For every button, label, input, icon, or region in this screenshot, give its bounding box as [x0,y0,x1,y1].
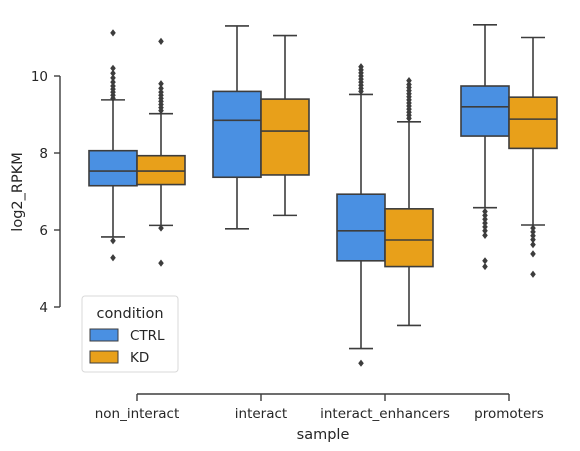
legend-title: condition [96,306,163,322]
y-axis-label: log2_RPKM [10,152,26,231]
outlier-point [158,80,164,88]
box-iqr [88,149,138,187]
box-ctrl-promoters [460,23,510,271]
x-tick-label: interact_enhancers [320,406,450,422]
x-tick-label: interact [235,406,287,422]
outlier-point [530,236,536,244]
legend-label-kd: KD [130,350,149,366]
outlier-point [482,207,488,216]
outlier-point [110,29,116,37]
outlier-point [110,254,116,262]
y-tick-label: 10 [31,69,48,85]
outlier-point [110,74,116,82]
y-tick-label: 4 [39,300,48,316]
legend-label-ctrl: CTRL [130,328,165,344]
outlier-point [358,63,364,71]
outlier-point [358,359,364,367]
box-iqr [384,208,434,268]
outlier-point [406,80,412,89]
legend-swatch-ctrl [89,328,119,342]
x-tick-label: promoters [474,406,544,422]
outlier-point [530,224,536,232]
outlier-point [482,211,488,219]
y-tick-label: 8 [39,146,48,162]
outlier-point [530,228,536,236]
box-iqr [212,90,262,179]
box-kd-interact [260,34,310,217]
x-axis-label: sample [297,427,350,443]
outlier-point [482,219,488,227]
outlier-point [482,257,488,265]
box-iqr [260,98,310,176]
box-iqr [336,193,386,262]
outlier-point [530,232,536,240]
outlier-point [482,231,488,239]
outlier-point [406,77,412,85]
outlier-point [482,215,488,223]
outlier-point [158,37,164,45]
box-ctrl-interact [212,25,262,230]
outlier-point [482,227,488,235]
outlier-point [110,64,116,72]
x-axis: non_interact interact interact_enhancers pr… [95,393,544,422]
outlier-point [110,237,116,245]
box-ctrl-interact_enhancers [336,63,386,367]
box-plot-area [88,23,558,367]
outlier-point [158,259,164,267]
outlier-point [110,78,116,86]
legend: condition CTRL KD [81,295,179,373]
outlier-point [158,224,164,232]
box-kd-non_interact [136,37,186,267]
outlier-point [158,88,164,96]
outlier-point [530,241,536,249]
box-iqr [508,96,558,150]
box-kd-promoters [508,36,558,278]
y-axis: 4 6 8 10 [31,69,61,316]
outlier-point [482,223,488,231]
outlier-point [530,250,536,258]
box-ctrl-non_interact [88,29,138,262]
box-iqr [460,85,510,137]
y-tick-label: 6 [39,223,48,239]
outlier-point [110,69,116,77]
outlier-point [158,84,164,92]
outlier-point [110,82,116,90]
outlier-point [482,262,488,271]
box-iqr [136,154,186,186]
legend-swatch-kd [89,350,119,364]
box-kd-interact_enhancers [384,77,434,327]
outlier-point [530,270,536,278]
x-tick-label: non_interact [95,406,180,422]
